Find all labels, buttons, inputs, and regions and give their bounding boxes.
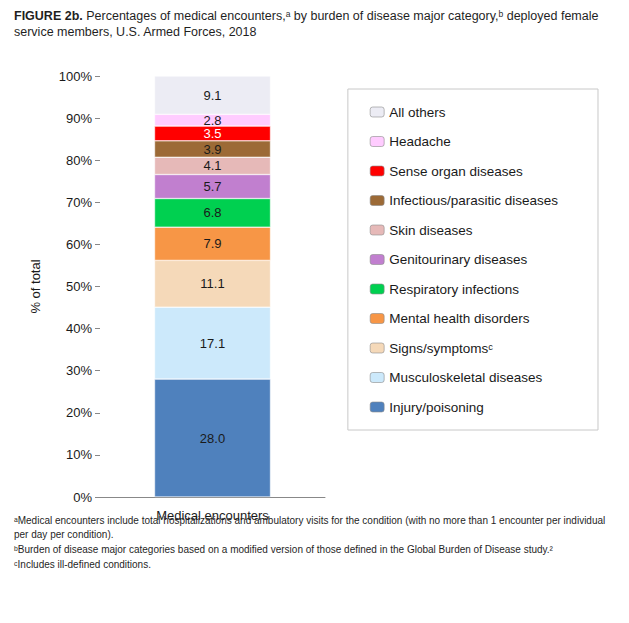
svg-text:3.9: 3.9 — [203, 142, 221, 157]
svg-text:0%: 0% — [73, 490, 92, 505]
svg-text:Headache: Headache — [389, 134, 451, 149]
svg-text:90%: 90% — [66, 111, 92, 126]
html-text:ᶜIncludes ill-defined conditio: ᶜIncludes ill-defined conditions. — [14, 559, 151, 570]
svg-text:Mental health disorders: Mental health disorders — [389, 311, 530, 326]
svg-text:% of total: % of total — [28, 259, 43, 313]
svg-text:28.0: 28.0 — [200, 431, 225, 446]
svg-text:100%: 100% — [59, 69, 93, 84]
svg-text:10%: 10% — [66, 447, 92, 462]
html-text:ᵇBurden of disease major categ: ᵇBurden of disease major categories base… — [14, 544, 553, 555]
svg-text:7.9: 7.9 — [203, 236, 221, 251]
svg-text:Injury/poisoning: Injury/poisoning — [389, 400, 484, 415]
svg-text:20%: 20% — [66, 405, 92, 420]
svg-text:80%: 80% — [66, 153, 92, 168]
svg-text:4.1: 4.1 — [203, 158, 221, 173]
svg-text:Genitourinary diseases: Genitourinary diseases — [389, 252, 527, 267]
svg-text:11.1: 11.1 — [200, 276, 224, 291]
svg-text:70%: 70% — [66, 195, 92, 210]
svg-text:6.8: 6.8 — [203, 205, 221, 220]
svg-text:9.1: 9.1 — [203, 88, 221, 103]
svg-text:17.1: 17.1 — [200, 336, 225, 351]
html-text:ᵃMedical encounters include to: ᵃMedical encounters include total hospit… — [14, 515, 606, 540]
svg-text:2.8: 2.8 — [203, 113, 221, 128]
svg-text:Skin diseases: Skin diseases — [389, 223, 473, 238]
svg-text:50%: 50% — [66, 279, 92, 294]
svg-text:Respiratory infections: Respiratory infections — [389, 282, 519, 297]
svg-text:Sense organ diseases: Sense organ diseases — [389, 164, 523, 179]
svg-text:All others: All others — [389, 105, 446, 120]
svg-text:Signs/symptomsᶜ: Signs/symptomsᶜ — [389, 341, 493, 356]
svg-text:3.5: 3.5 — [203, 126, 221, 141]
svg-text:40%: 40% — [66, 321, 92, 336]
svg-text:Musculoskeletal diseases: Musculoskeletal diseases — [389, 370, 542, 385]
svg-text:30%: 30% — [66, 363, 92, 378]
svg-text:Infectious/parasitic diseases: Infectious/parasitic diseases — [389, 193, 558, 208]
svg-text:60%: 60% — [66, 237, 92, 252]
svg-text:5.7: 5.7 — [203, 179, 221, 194]
html-text:FIGURE 2b. Percentages of medi: FIGURE 2b. Percentages of medical encoun… — [14, 9, 599, 39]
